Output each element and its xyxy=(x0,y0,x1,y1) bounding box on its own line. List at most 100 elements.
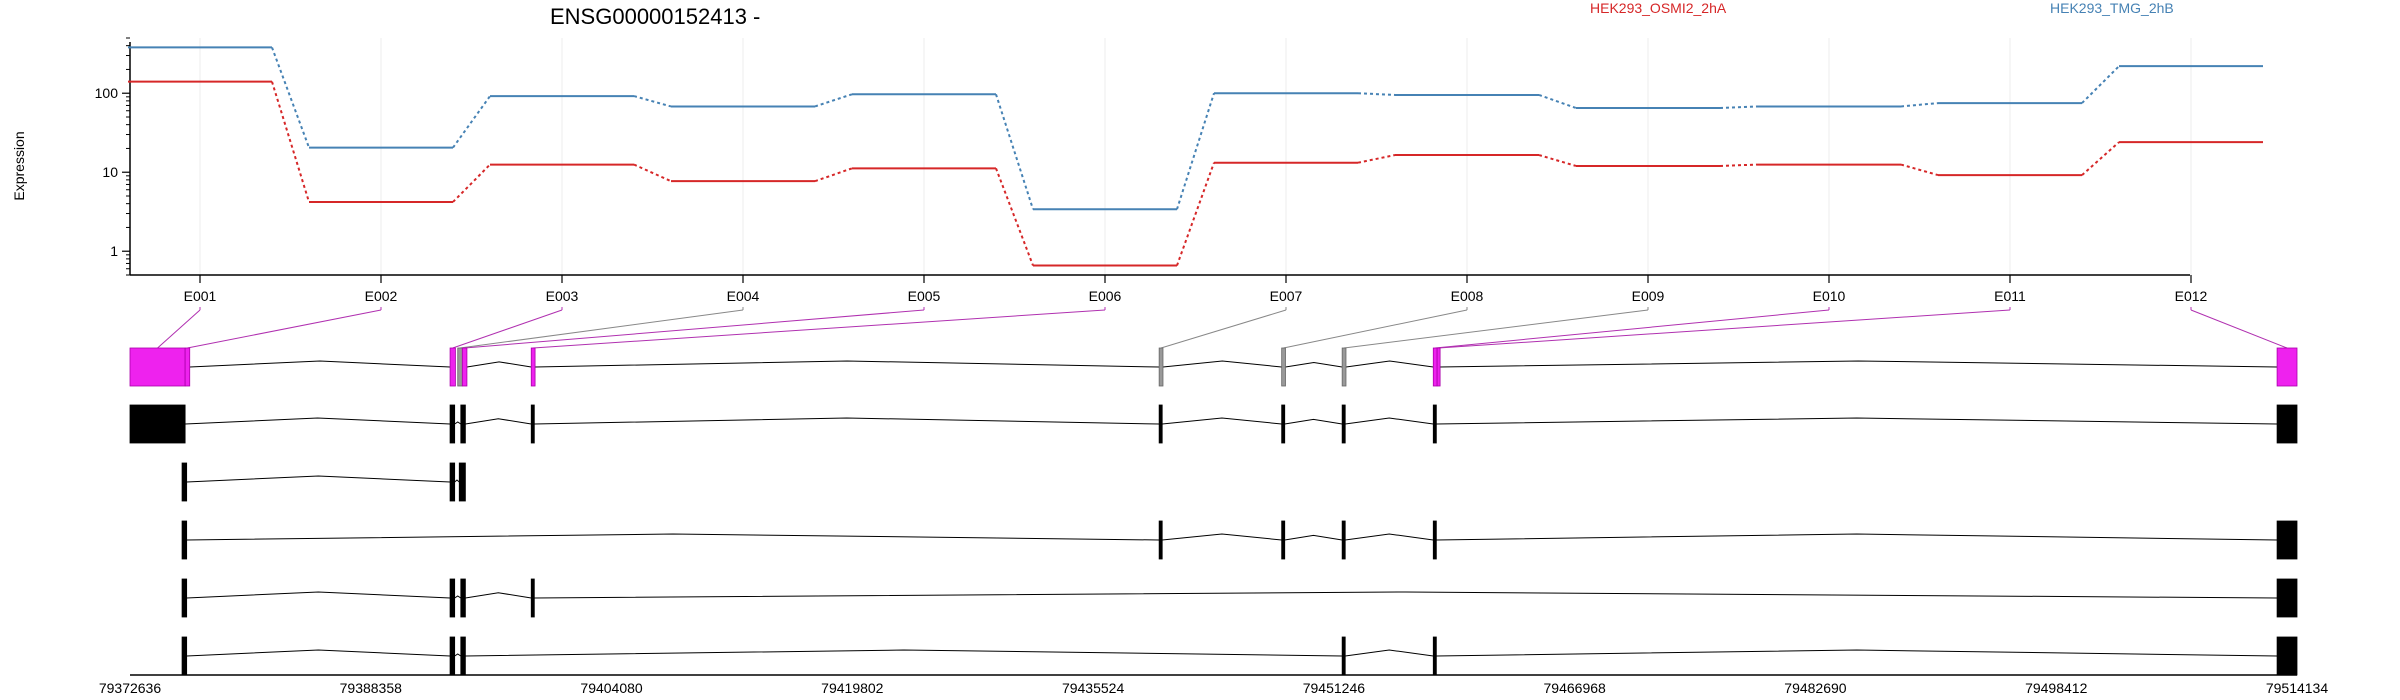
transcript-4-intron xyxy=(534,591,2278,599)
series-tmg-connector xyxy=(1719,105,1758,109)
x-tick-label-e003: E003 xyxy=(546,288,579,304)
transcript-5-exon-block xyxy=(460,636,466,676)
series-osmi2-connector xyxy=(633,163,672,183)
transcript-2-exon-block xyxy=(449,462,456,502)
series-osmi2-connector xyxy=(452,163,491,203)
series-lines xyxy=(128,46,2263,267)
chart-title: ENSG00000152413 - xyxy=(550,4,760,29)
series-tmg-connector xyxy=(995,93,1034,210)
transcript-3-intron xyxy=(186,533,1160,541)
x-tick-label-e004: E004 xyxy=(727,288,760,304)
transcript-5-intron xyxy=(465,649,1343,657)
gene-exon-e001 xyxy=(129,347,186,387)
gene-exon-e009 xyxy=(1341,347,1347,387)
gene-model xyxy=(129,347,2298,387)
transcript-1-intron xyxy=(1436,417,2278,425)
connector-e005-diag xyxy=(464,309,925,349)
transcript-3-intron xyxy=(1284,534,1343,541)
transcript-2-intron xyxy=(186,475,451,483)
transcript-5-intron xyxy=(1436,649,2278,657)
x-tick-label-e007: E007 xyxy=(1270,288,1303,304)
gene-exon-e007 xyxy=(1158,347,1164,387)
connector-e009-diag xyxy=(1344,309,1649,349)
legend-entry-tmg: HEK293_TMG_2hB xyxy=(2050,0,2174,16)
y-tick-label-1: 1 xyxy=(110,243,118,259)
x-tick-label-e002: E002 xyxy=(365,288,398,304)
gene-intron xyxy=(466,361,532,368)
transcript-1-intron xyxy=(1345,417,1434,425)
series-tmg-connector xyxy=(1357,92,1396,96)
series-tmg-connector xyxy=(2081,65,2120,104)
x-tick-label-e001: E001 xyxy=(184,288,217,304)
genomic-tick-label: 79372636 xyxy=(99,680,162,696)
transcript-1-exon-block xyxy=(460,404,466,444)
transcript-3-intron xyxy=(1345,533,1434,541)
gene-exon-e010 xyxy=(1432,347,1438,387)
transcript-5-exon-block xyxy=(1432,636,1437,676)
connector-e011-diag xyxy=(1438,309,2011,349)
series-osmi2-connector xyxy=(814,167,853,183)
series-osmi2-connector xyxy=(1538,154,1577,167)
transcript-5-exon-block xyxy=(449,636,456,676)
transcript-1-exon-block xyxy=(449,404,456,444)
x-tick-label-e010: E010 xyxy=(1813,288,1846,304)
gene-exon-e003 xyxy=(449,347,456,387)
connector-e010-diag xyxy=(1435,309,1830,349)
connector-e012-diag xyxy=(2190,309,2288,349)
transcript-1-exon-block xyxy=(1341,404,1346,444)
transcript-5-intron xyxy=(1345,649,1434,657)
connector-e001-diag xyxy=(157,309,201,349)
series-tmg-connector xyxy=(633,95,672,108)
exon-connectors xyxy=(157,307,2288,349)
series-tmg-connector xyxy=(271,47,310,148)
transcript-4-exon-block xyxy=(2276,578,2298,618)
x-tick-label-e005: E005 xyxy=(908,288,941,304)
transcript-1-intron xyxy=(1162,417,1282,425)
transcript-1-intron xyxy=(185,417,451,425)
transcript-3-exon-block xyxy=(1432,520,1437,560)
transcript-2-intron xyxy=(454,479,460,483)
transcript-5-exon-block xyxy=(181,636,188,676)
gene-exon-e008 xyxy=(1281,347,1286,387)
transcript-4-intron xyxy=(465,592,532,599)
transcript-3-exon-block xyxy=(1281,520,1286,560)
transcript-5-exon-block xyxy=(1341,636,1346,676)
series-osmi2-connector xyxy=(271,81,310,203)
genomic-tick-label: 79482690 xyxy=(1784,680,1847,696)
gene-intron xyxy=(1162,360,1282,368)
series-tmg-connector xyxy=(1900,102,1939,108)
transcript-1-intron xyxy=(465,418,532,425)
series-tmg-connector xyxy=(1538,94,1577,109)
x-tick-label-e011: E011 xyxy=(1994,288,2026,304)
transcript-1-intron xyxy=(1284,418,1343,425)
transcript-5-exon-block xyxy=(2276,636,2298,676)
transcript-1-exon-block xyxy=(1432,404,1437,444)
connector-e004-diag xyxy=(459,309,744,349)
axes: 1 10 100 E001 E002 E003 E004 E005 E006 E007 E008 E0… xyxy=(95,37,2208,304)
transcript-3-exon-block xyxy=(181,520,188,560)
gene-exon-e006 xyxy=(530,347,536,387)
transcript-1-exon-block xyxy=(2276,404,2298,444)
genomic-tick-label: 79498412 xyxy=(2025,680,2088,696)
x-tick-label-e012: E012 xyxy=(2175,288,2208,304)
x-tick-label-e009: E009 xyxy=(1632,288,1665,304)
transcript-1-intron xyxy=(454,421,462,425)
gene-exon-e002 xyxy=(184,347,191,387)
transcript-1-exon-block xyxy=(1158,404,1163,444)
series-tmg-connector xyxy=(1176,92,1215,210)
transcript-1-exon-block xyxy=(129,404,186,444)
gene-exon-e004 xyxy=(457,347,463,387)
transcript-4-intron xyxy=(186,591,451,599)
series-tmg-connector xyxy=(814,93,853,108)
gene-exon-e012 xyxy=(2276,347,2298,387)
gene-intron xyxy=(1285,361,1343,368)
transcript-4-exon-block xyxy=(530,578,535,618)
y-axis-label: Expression xyxy=(11,131,27,200)
genomic-tick-label: 79451246 xyxy=(1303,680,1366,696)
transcript-4-exon-block xyxy=(460,578,466,618)
series-osmi2-connector xyxy=(2081,141,2120,176)
legend-entry-osmi2: HEK293_OSMI2_2hA xyxy=(1590,0,1727,16)
transcript-4-intron xyxy=(454,595,462,599)
genomic-tick-label: 79419802 xyxy=(821,680,884,696)
